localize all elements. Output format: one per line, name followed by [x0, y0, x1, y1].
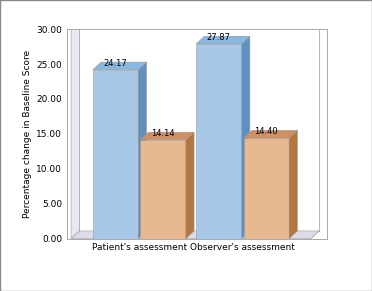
Y-axis label: Percentage change in Baseline Score: Percentage change in Baseline Score: [23, 50, 32, 218]
Polygon shape: [140, 132, 194, 140]
Polygon shape: [196, 44, 241, 239]
Polygon shape: [71, 22, 79, 239]
Polygon shape: [241, 36, 250, 239]
Polygon shape: [138, 62, 147, 239]
Polygon shape: [93, 62, 147, 70]
Text: 27.87: 27.87: [207, 33, 231, 42]
Polygon shape: [289, 130, 297, 239]
Text: 14.40: 14.40: [254, 127, 278, 136]
Polygon shape: [93, 70, 138, 239]
Polygon shape: [244, 138, 289, 239]
Polygon shape: [71, 231, 319, 239]
Polygon shape: [196, 36, 250, 44]
Polygon shape: [244, 130, 297, 138]
Polygon shape: [71, 22, 319, 29]
Text: 14.14: 14.14: [151, 129, 175, 138]
Polygon shape: [140, 140, 186, 239]
Polygon shape: [186, 132, 194, 239]
Text: 24.17: 24.17: [104, 59, 127, 68]
